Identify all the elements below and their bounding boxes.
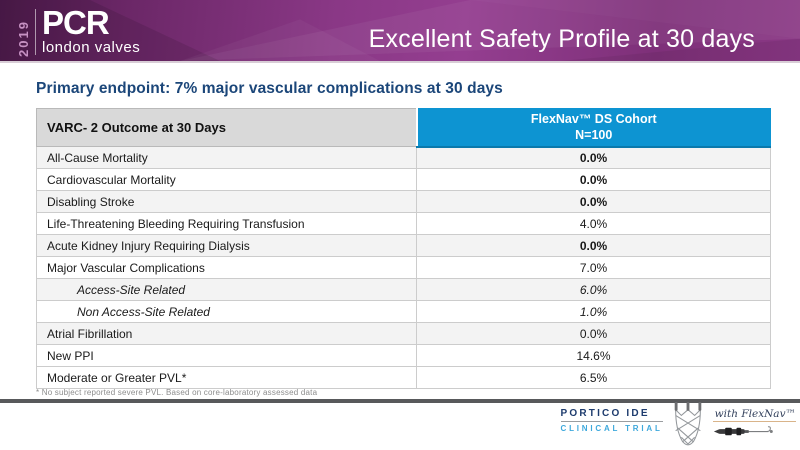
valve-stent-icon: [674, 402, 701, 446]
outcome-label: Life-Threatening Bleeding Requiring Tran…: [36, 212, 417, 235]
table-header-row: VARC- 2 Outcome at 30 Days FlexNav™ DS C…: [36, 108, 771, 148]
outcome-value: 4.0%: [416, 212, 771, 235]
outcome-column-header: VARC- 2 Outcome at 30 Days: [36, 108, 417, 147]
portico-trial-logo: PORTICO IDE CLINICAL TRIAL: [560, 407, 663, 441]
trial-rule: [560, 420, 663, 422]
outcome-value: 0.0%: [416, 322, 771, 345]
outcome-label: Cardiovascular Mortality: [36, 168, 417, 191]
cohort-header-line2: N=100: [575, 128, 613, 143]
logo-brand-subtitle: london valves: [42, 38, 141, 56]
table-row: Major Vascular Complications 7.0%: [36, 256, 771, 279]
pcr-logo: 2019 PCR london valves: [16, 4, 141, 57]
table-body: All-Cause Mortality 0.0% Cardiovascular Mo…: [36, 146, 771, 389]
delivery-catheter-icon: [713, 426, 773, 436]
footnote: * No subject reported severe PVL. Based …: [36, 388, 318, 397]
logo-brand: PCR: [42, 4, 110, 42]
trial-subtitle: CLINICAL TRIAL: [560, 423, 663, 433]
table-row: Life-Threatening Bleeding Requiring Tran…: [36, 212, 771, 235]
outcomes-table: VARC- 2 Outcome at 30 Days FlexNav™ DS C…: [36, 108, 771, 389]
bottom-divider-bar: [0, 399, 800, 403]
outcome-label: Disabling Stroke: [36, 190, 417, 213]
table-row: Access-Site Related 6.0%: [36, 278, 771, 301]
outcome-value: 6.0%: [416, 278, 771, 301]
outcome-label: New PPI: [36, 344, 417, 367]
table-row: Atrial Fibrillation 0.0%: [36, 322, 771, 345]
primary-endpoint-subtitle: Primary endpoint: 7% major vascular comp…: [36, 80, 503, 97]
slide-title: Excellent Safety Profile at 30 days: [368, 25, 755, 53]
table-row: Non Access-Site Related 1.0%: [36, 300, 771, 323]
outcome-label: Access-Site Related: [36, 278, 417, 301]
outcome-value: 7.0%: [416, 256, 771, 279]
outcome-label: Major Vascular Complications: [36, 256, 417, 279]
table-row: Disabling Stroke 0.0%: [36, 190, 771, 213]
cohort-header-line1: FlexNav™ DS Cohort: [530, 112, 657, 126]
outcome-label: Acute Kidney Injury Requiring Dialysis: [36, 234, 417, 257]
outcome-value: 0.0%: [416, 146, 771, 169]
outcome-value: 14.6%: [416, 344, 771, 367]
table-row: Acute Kidney Injury Requiring Dialysis 0.…: [36, 234, 771, 257]
flexnav-device-block: with FlexNav™: [712, 408, 796, 440]
flexnav-tagline: with FlexNav™: [714, 408, 796, 420]
outcome-label: Atrial Fibrillation: [36, 322, 417, 345]
outcome-label: All-Cause Mortality: [36, 146, 417, 169]
trial-name: PORTICO IDE: [560, 407, 650, 419]
logo-text: PCR london valves: [42, 4, 141, 57]
header-banner: 2019 PCR london valves Excellent Safety …: [0, 0, 800, 63]
outcome-value: 1.0%: [416, 300, 771, 323]
outcome-value: 6.5%: [416, 366, 771, 389]
outcome-value: 0.0%: [416, 190, 771, 213]
logo-year: 2019: [16, 20, 31, 57]
flexnav-rule: [712, 421, 796, 422]
outcomes-table-container: VARC- 2 Outcome at 30 Days FlexNav™ DS C…: [36, 108, 771, 389]
outcome-label: Moderate or Greater PVL*: [36, 366, 417, 389]
outcome-value: 0.0%: [416, 234, 771, 257]
footer-branding: PORTICO IDE CLINICAL TRIAL with FlexNav™: [560, 401, 796, 447]
header-facet-graphics: [0, 0, 800, 61]
table-row: New PPI 14.6%: [36, 344, 771, 367]
logo-divider: [35, 9, 36, 55]
table-row: Cardiovascular Mortality 0.0%: [36, 168, 771, 191]
table-row: All-Cause Mortality 0.0%: [36, 146, 771, 169]
table-row: Moderate or Greater PVL* 6.5%: [36, 366, 771, 389]
outcome-value: 0.0%: [416, 168, 771, 191]
cohort-column-header: FlexNav™ DS Cohort N=100: [415, 108, 771, 148]
outcome-label: Non Access-Site Related: [36, 300, 417, 323]
